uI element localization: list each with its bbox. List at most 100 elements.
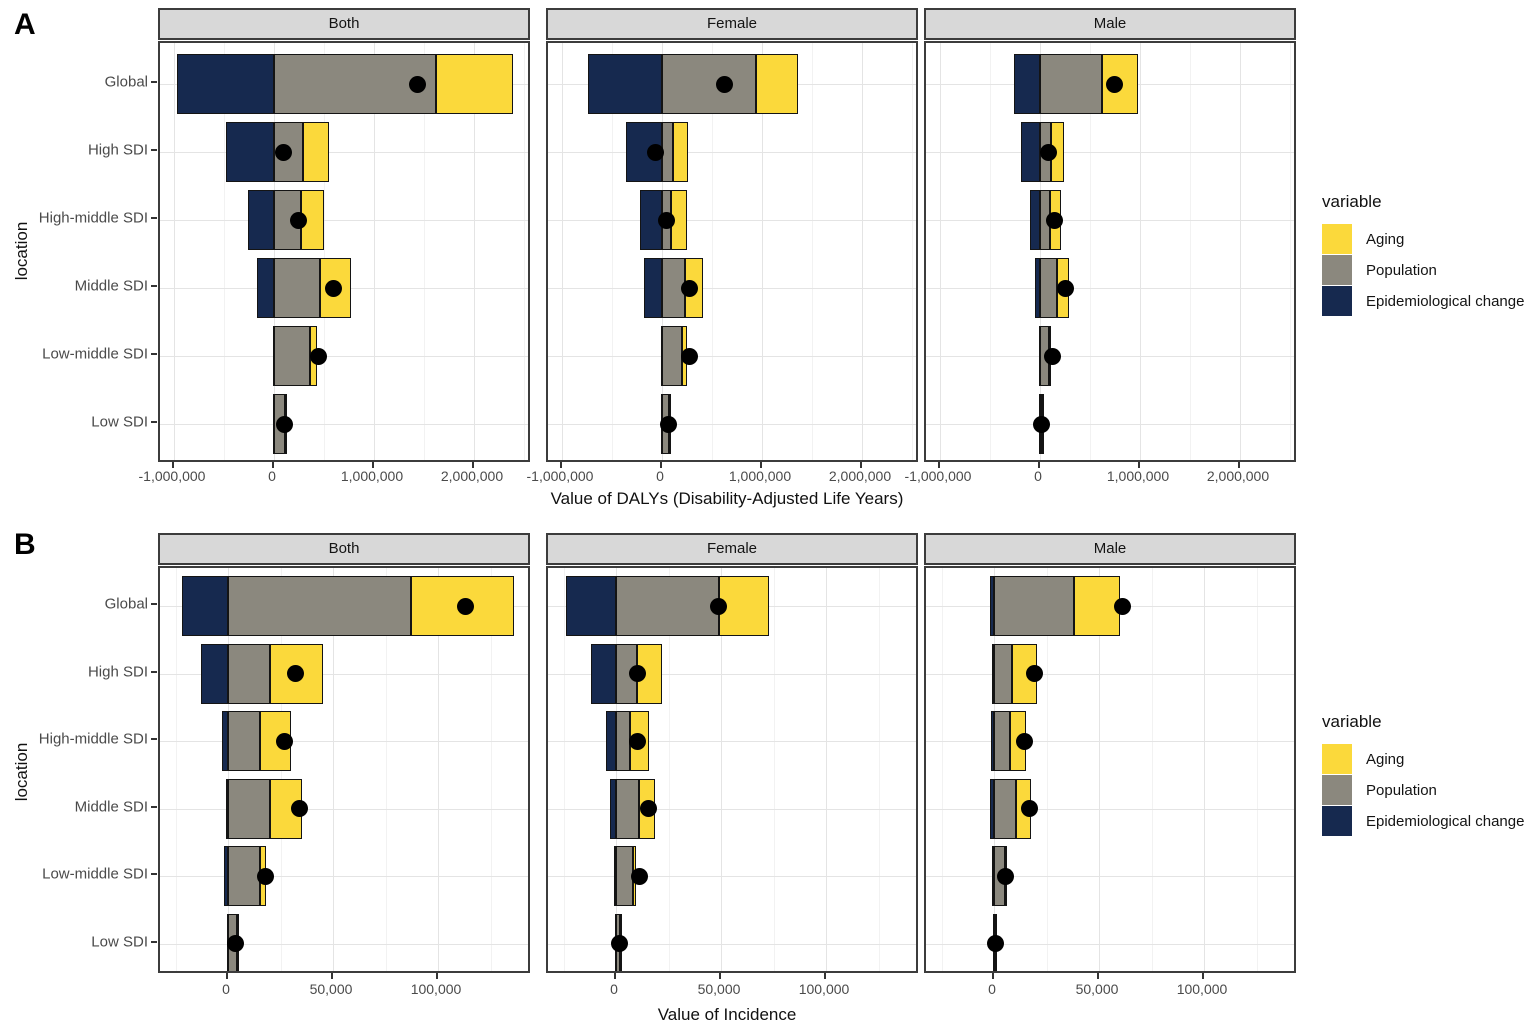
- gridline-major: [662, 43, 663, 460]
- facet-panel-both: [158, 566, 530, 973]
- x-tick-label: 2,000,000: [1206, 468, 1270, 484]
- x-tick-label: 1,000,000: [728, 468, 792, 484]
- x-tick-label: 0: [656, 468, 664, 484]
- y-axis-label: High-middle SDI: [38, 209, 148, 227]
- legend-item-epidemiological-change: Epidemiological change: [1322, 806, 1532, 836]
- y-tick-mark: [151, 940, 157, 943]
- x-tick-label: -1,000,000: [904, 468, 972, 484]
- gridline-minor: [563, 568, 565, 971]
- net-change-dot: [640, 800, 658, 817]
- legend-item-epidemiological-change: Epidemiological change: [1322, 286, 1532, 316]
- gridline-major: [762, 43, 763, 460]
- gridline-minor: [1290, 43, 1291, 460]
- bar-segment-epidemiological-change: [605, 711, 616, 771]
- legend-item-aging: Aging: [1322, 224, 1532, 254]
- net-change-dot: [1032, 415, 1050, 433]
- gridline-minor: [1046, 568, 1048, 971]
- bar-segment-epidemiological-change: [990, 711, 994, 771]
- bar-segment-epidemiological-change: [989, 576, 994, 636]
- x-tick-mark: [372, 462, 374, 468]
- gridline-major: [438, 568, 439, 971]
- x-tick-mark: [1038, 462, 1040, 468]
- x-tick-label: 2,000,000: [828, 468, 892, 484]
- gridline-minor: [224, 43, 225, 460]
- net-change-dot: [408, 75, 426, 93]
- gridline-minor: [812, 43, 813, 460]
- x-tick-mark: [938, 462, 940, 468]
- net-change-dot: [324, 279, 342, 297]
- bar-segment-epidemiological-change: [256, 258, 274, 318]
- population-swatch-icon: [1322, 255, 1352, 285]
- bar-segment-epidemiological-change: [1035, 258, 1040, 318]
- x-tick-mark: [1202, 973, 1204, 979]
- x-tick-label: 0: [610, 981, 618, 997]
- bar-segment-epidemiological-change: [221, 711, 228, 771]
- bar-segment-population: [228, 576, 411, 636]
- x-tick-label: 100,000: [798, 981, 850, 997]
- bar-segment-population: [994, 576, 1074, 636]
- net-change-dot: [290, 800, 308, 817]
- legend-title: variable: [1322, 192, 1382, 211]
- gridline-major: [1240, 43, 1241, 460]
- bar-segment-epidemiological-change: [1029, 190, 1040, 250]
- net-change-dot: [1043, 347, 1061, 365]
- gridline-minor: [524, 43, 525, 460]
- gridline-horizontal: [548, 741, 916, 742]
- gridline-major: [333, 568, 334, 971]
- x-tick-label: 0: [988, 981, 996, 997]
- x-tick-label: 50,000: [1075, 981, 1119, 997]
- facet-panel-male: [924, 41, 1296, 462]
- gridline-horizontal: [160, 424, 528, 425]
- bar-segment-population: [994, 643, 1012, 704]
- gridline-major: [1099, 568, 1100, 971]
- net-change-dot: [227, 935, 245, 952]
- x-tick-mark: [860, 462, 862, 468]
- net-change-dot: [657, 211, 675, 229]
- bar-segment-population: [1040, 258, 1057, 318]
- bar-segment-epidemiological-change: [644, 258, 662, 318]
- net-change-dot: [610, 935, 628, 952]
- x-tick-label: 0: [222, 981, 230, 997]
- y-tick-mark: [151, 738, 157, 740]
- gridline-horizontal: [926, 220, 1294, 221]
- legend-a: variable Aging Population Epidemiologica…: [1322, 192, 1532, 317]
- bar-segment-population: [616, 711, 630, 771]
- y-tick-mark: [151, 353, 157, 355]
- bar-segment-population: [274, 326, 310, 386]
- net-change-dot: [309, 347, 327, 365]
- facet-strip-b-female: Female: [546, 533, 918, 565]
- gridline-major: [1040, 43, 1041, 460]
- y-axis-label: High SDI: [87, 663, 148, 680]
- y-tick-mark: [151, 421, 157, 423]
- x-tick-label: -1,000,000: [526, 468, 594, 484]
- gridline-horizontal: [160, 876, 528, 877]
- bar-segment-population: [994, 778, 1017, 839]
- y-tick-mark: [151, 217, 157, 219]
- x-tick-label: 100,000: [410, 981, 462, 997]
- x-tick-mark: [614, 973, 616, 979]
- bar-segment-epidemiological-change: [1021, 122, 1040, 182]
- gridline-horizontal: [548, 288, 916, 289]
- gridline-horizontal: [926, 876, 1294, 877]
- x-tick-mark: [226, 973, 228, 979]
- net-change-dot: [1015, 732, 1033, 750]
- gridline-horizontal: [548, 673, 916, 675]
- bar-segment-epidemiological-change: [992, 846, 995, 906]
- gridline-minor: [424, 43, 425, 460]
- facet-panel-both: [158, 41, 530, 462]
- gridline-minor: [385, 568, 387, 971]
- x-tick-mark: [1238, 462, 1240, 468]
- gridline-minor: [878, 568, 880, 971]
- gridline-horizontal: [160, 356, 528, 357]
- bar-segment-population: [228, 643, 270, 704]
- bar-segment-aging: [673, 122, 688, 182]
- bar-segment-epidemiological-change: [590, 643, 616, 704]
- bar-segment-epidemiological-change: [991, 643, 994, 704]
- legend-item-label: Aging: [1366, 750, 1405, 768]
- bar-segment-population: [994, 711, 1010, 771]
- x-tick-mark: [1138, 462, 1140, 468]
- x-tick-mark: [1097, 973, 1099, 979]
- y-axis-label: Global: [104, 595, 148, 613]
- gridline-horizontal: [160, 673, 528, 675]
